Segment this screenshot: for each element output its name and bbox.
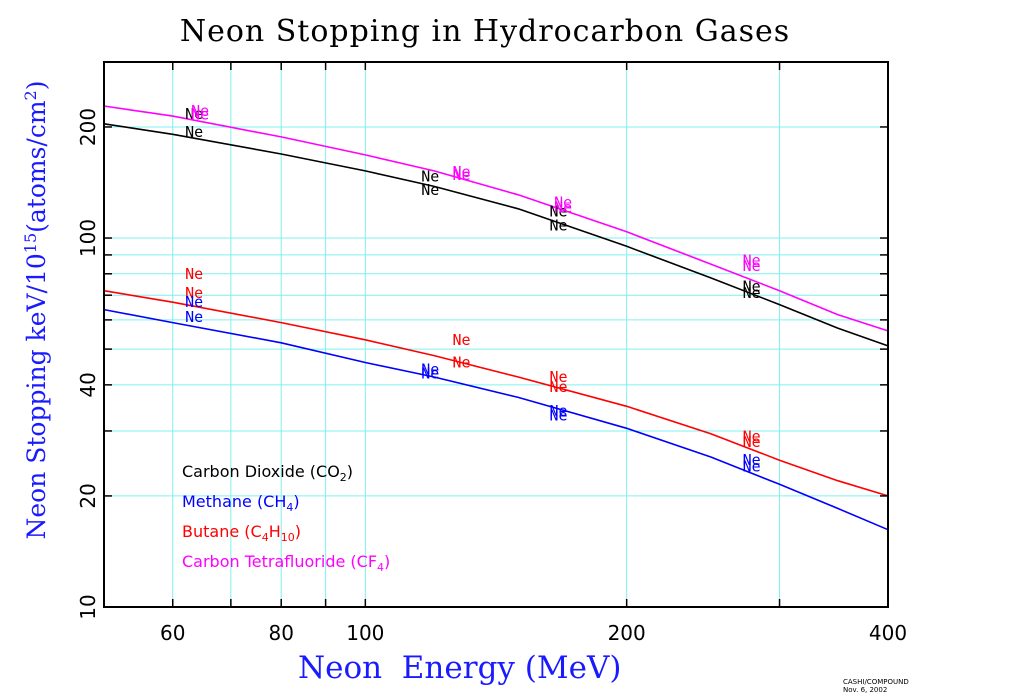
point-label: Ne — [743, 284, 761, 302]
point-label: Ne — [421, 167, 439, 185]
legend-entry-ch4: Methane (CH4) — [182, 492, 300, 515]
axis-ticks: 60 80 100 200 400 10 20 40 100 200 — [76, 62, 907, 645]
y-tick-label: 40 — [76, 372, 100, 397]
point-label: Ne — [743, 458, 761, 476]
legend-entry-c4h10: Butane (C4H10) — [182, 522, 301, 545]
y-axis-label-close: ) — [22, 80, 52, 91]
point-label: Ne — [743, 433, 761, 451]
point-label: Ne — [421, 361, 439, 379]
point-label: Ne — [554, 198, 572, 216]
x-tick-label: 80 — [268, 621, 293, 645]
legend-entry-co2: Carbon Dioxide (CO2) — [182, 462, 354, 485]
point-label: Ne — [421, 364, 439, 382]
x-axis-label: Neon Energy (MeV) — [298, 650, 622, 686]
series-line-1 — [103, 308, 889, 531]
point-label: Ne — [421, 181, 439, 199]
point-label: Ne — [743, 451, 761, 469]
y-axis-label-unit-exp: 2 — [20, 90, 40, 101]
x-tick-label: 100 — [346, 621, 384, 645]
legend: Carbon Dioxide (CO2) Methane (CH4) Butan… — [182, 460, 390, 580]
point-label: Ne — [743, 257, 761, 275]
point-label: Ne — [452, 331, 470, 349]
point-label: Ne — [185, 105, 203, 123]
point-label: Ne — [452, 166, 470, 184]
point-label: Ne — [191, 106, 209, 124]
point-label: Ne — [185, 123, 203, 141]
point-label: Ne — [554, 193, 572, 211]
point-label: Ne — [185, 308, 203, 326]
x-tick-label: 400 — [869, 621, 907, 645]
point-label: Ne — [743, 277, 761, 295]
legend-entry-cf4: Carbon Tetrafluoride (CF4) — [182, 552, 391, 575]
y-tick-label: 10 — [76, 594, 100, 619]
x-tick-label: 200 — [608, 621, 646, 645]
point-label: Ne — [452, 163, 470, 181]
point-label: Ne — [550, 217, 568, 235]
point-markers: NeNeNeNeNeNeNeNeNeNeNeNeNeNeNeNeNeNeNeNe… — [185, 102, 761, 476]
chart-title: Neon Stopping in Hydrocarbon Gases — [179, 14, 791, 49]
point-label: Ne — [550, 368, 568, 386]
series-line-2 — [103, 289, 889, 497]
plot-frame — [103, 61, 889, 608]
y-axis-label-unit: (atoms/cm — [22, 100, 52, 233]
y-tick-label: 200 — [76, 108, 100, 146]
point-label: Ne — [550, 378, 568, 396]
credit-line-2: Nov. 6, 2002 — [843, 686, 888, 694]
credit-note: CASHI/COMPOUND Nov. 6, 2002 — [843, 678, 909, 694]
y-tick-label: 100 — [76, 219, 100, 257]
point-label: Ne — [743, 251, 761, 269]
point-label: Ne — [452, 353, 470, 371]
series-line-3 — [103, 105, 889, 332]
point-label: Ne — [185, 293, 203, 311]
point-label: Ne — [550, 407, 568, 425]
point-label: Ne — [185, 284, 203, 302]
x-tick-label: 60 — [160, 621, 185, 645]
point-label: Ne — [550, 203, 568, 221]
y-axis-label: Neon Stopping keV/1015(atoms/cm2) — [21, 80, 51, 539]
point-label: Ne — [743, 427, 761, 445]
y-tick-label: 20 — [76, 483, 100, 508]
y-axis-label-exp: 15 — [20, 232, 40, 254]
credit-line-1: CASHI/COMPOUND — [843, 678, 909, 686]
y-axis-label-base: Neon Stopping keV/10 — [22, 253, 52, 540]
point-label: Ne — [185, 265, 203, 283]
point-label: Ne — [191, 102, 209, 120]
point-label: Ne — [550, 402, 568, 420]
series-line-0 — [103, 123, 889, 347]
